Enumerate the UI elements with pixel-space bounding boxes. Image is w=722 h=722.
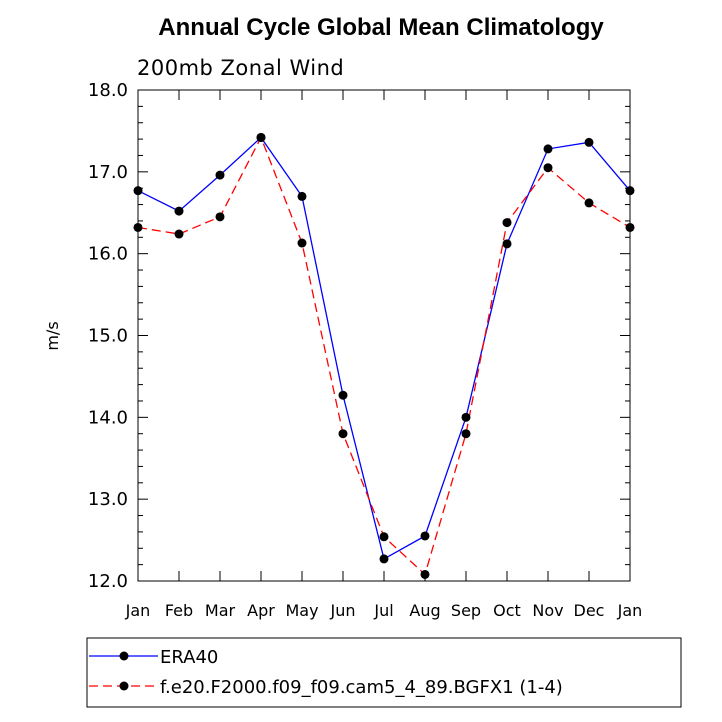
legend-marker xyxy=(119,681,129,691)
x-tick-label: Apr xyxy=(247,601,275,620)
x-tick-label: Nov xyxy=(532,601,563,620)
y-tick-label: 16.0 xyxy=(88,244,128,265)
plot-frame xyxy=(137,89,631,582)
x-tick-label: May xyxy=(285,601,318,620)
data-point xyxy=(584,198,594,208)
x-tick-label: Dec xyxy=(574,601,605,620)
series-line-0 xyxy=(137,136,631,560)
y-tick-label: 14.0 xyxy=(88,407,128,428)
y-tick-labels: 12.0 13.0 14.0 15.0 16.0 17.0 18.0 xyxy=(88,80,128,592)
data-point xyxy=(420,569,430,579)
data-point xyxy=(338,390,348,400)
x-tick-labels: Jan Feb Mar Apr May Jun Jul Aug Sep Oct Nov Dec Jan xyxy=(125,601,643,620)
series-line-1 xyxy=(137,135,631,576)
data-point xyxy=(379,532,389,542)
data-point xyxy=(625,186,635,196)
data-point xyxy=(256,132,266,142)
data-point xyxy=(133,222,143,232)
x-tick-label: Feb xyxy=(165,601,193,620)
y-tick-label: 15.0 xyxy=(88,326,128,347)
legend: ERA40 f.e20.F2000.f09_f09.cam5_4_89.BGFX1… xyxy=(86,637,682,708)
data-point xyxy=(215,170,225,180)
chart-title: Annual Cycle Global Mean Climatology xyxy=(158,14,604,41)
x-tick-label: Jan xyxy=(617,601,643,620)
legend-label: f.e20.F2000.f09_f09.cam5_4_89.BGFX1 (1-4… xyxy=(160,677,563,698)
x-tick-label: Oct xyxy=(493,601,521,620)
data-point xyxy=(297,238,307,248)
y-axis-title: m/s xyxy=(43,321,62,350)
data-point xyxy=(461,412,471,422)
data-point xyxy=(133,186,143,196)
x-tick-label: Jun xyxy=(330,601,356,620)
data-point xyxy=(584,137,594,147)
y-tick-label: 17.0 xyxy=(88,162,128,183)
legend-marker xyxy=(119,651,129,661)
legend-label: ERA40 xyxy=(160,647,218,668)
data-point xyxy=(174,206,184,216)
data-point xyxy=(543,163,553,173)
y-tick-label: 12.0 xyxy=(88,571,128,592)
legend-box xyxy=(86,637,682,708)
data-point xyxy=(215,212,225,222)
series-lines xyxy=(133,132,635,579)
data-point xyxy=(625,222,635,232)
chart-subtitle: 200mb Zonal Wind xyxy=(137,56,345,80)
data-point xyxy=(461,429,471,439)
x-tick-label: Mar xyxy=(205,601,236,620)
data-point xyxy=(174,229,184,239)
x-tick-label: Sep xyxy=(451,601,481,620)
y-tick-label: 13.0 xyxy=(88,489,128,510)
axis-ticks xyxy=(137,89,631,582)
x-tick-label: Jul xyxy=(373,601,393,620)
data-point xyxy=(420,531,430,541)
data-point xyxy=(543,144,553,154)
data-point xyxy=(338,429,348,439)
x-tick-label: Aug xyxy=(409,601,440,620)
data-point xyxy=(297,191,307,201)
y-tick-label: 18.0 xyxy=(88,80,128,101)
data-point xyxy=(502,218,512,228)
data-point xyxy=(502,239,512,249)
x-tick-label: Jan xyxy=(125,601,151,620)
plot-area xyxy=(137,89,631,582)
data-point xyxy=(379,554,389,564)
